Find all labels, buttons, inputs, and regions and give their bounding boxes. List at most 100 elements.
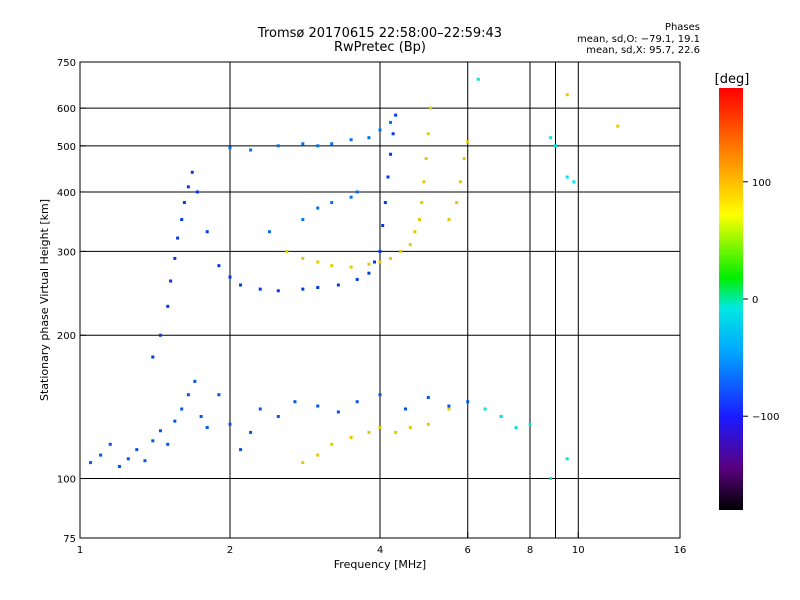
data-point bbox=[176, 236, 180, 240]
y-tick-label: 750 bbox=[57, 58, 76, 69]
y-tick-label: 300 bbox=[57, 247, 76, 258]
data-point bbox=[258, 287, 262, 291]
colorbar bbox=[719, 88, 743, 510]
data-point bbox=[126, 457, 130, 461]
data-point bbox=[391, 132, 395, 136]
data-point bbox=[293, 400, 297, 404]
colorbar-tick-label: −100 bbox=[752, 412, 779, 423]
data-point bbox=[108, 442, 112, 446]
data-point bbox=[316, 453, 320, 457]
data-point bbox=[378, 128, 382, 132]
data-point bbox=[378, 425, 382, 429]
data-point bbox=[166, 442, 170, 446]
y-tick-label: 100 bbox=[57, 475, 76, 486]
data-point bbox=[426, 422, 430, 426]
stats-o-mode: mean, sd,O: −79.1, 19.1 bbox=[577, 34, 700, 45]
data-point bbox=[151, 439, 155, 443]
grid-layer bbox=[80, 62, 680, 538]
data-point bbox=[378, 393, 382, 397]
data-point bbox=[403, 407, 407, 411]
data-point bbox=[413, 230, 417, 234]
data-point bbox=[205, 425, 209, 429]
y-axis-label: Stationary phase Virtual Height [km] bbox=[38, 199, 51, 401]
data-point bbox=[428, 106, 432, 110]
colorbar-tick-label: 100 bbox=[752, 178, 771, 189]
data-point bbox=[173, 256, 177, 260]
data-point bbox=[549, 136, 553, 140]
colorbar-ticks: 100 0 −100 bbox=[743, 178, 779, 423]
data-point bbox=[301, 461, 305, 465]
stats-heading: Phases bbox=[664, 22, 700, 33]
data-point bbox=[349, 435, 353, 439]
colorbar-tick-label: 0 bbox=[752, 295, 758, 306]
y-tick-label: 500 bbox=[57, 142, 76, 153]
data-point bbox=[158, 429, 162, 433]
data-point bbox=[330, 201, 334, 205]
data-point bbox=[553, 144, 557, 148]
data-point bbox=[330, 142, 334, 146]
data-point bbox=[316, 404, 320, 408]
points-layer bbox=[89, 77, 620, 481]
data-point bbox=[349, 138, 353, 142]
data-point bbox=[458, 180, 462, 184]
data-point bbox=[89, 461, 93, 465]
x-tick-label: 2 bbox=[227, 545, 233, 556]
data-point bbox=[316, 144, 320, 148]
data-point bbox=[466, 140, 470, 144]
data-point bbox=[316, 260, 320, 264]
data-point bbox=[217, 393, 221, 397]
data-point bbox=[378, 260, 382, 264]
x-tick-label: 4 bbox=[377, 545, 383, 556]
data-point bbox=[381, 224, 385, 228]
data-point bbox=[301, 142, 305, 146]
data-point bbox=[169, 279, 173, 283]
data-point bbox=[514, 425, 518, 429]
data-point bbox=[217, 264, 221, 268]
data-point bbox=[447, 407, 451, 411]
data-point bbox=[565, 175, 569, 179]
data-point bbox=[565, 457, 569, 461]
data-point bbox=[99, 453, 103, 457]
data-point bbox=[466, 400, 470, 404]
data-point bbox=[383, 201, 387, 205]
data-point bbox=[249, 148, 253, 152]
data-point bbox=[349, 265, 353, 269]
data-point bbox=[199, 414, 203, 418]
data-point bbox=[528, 422, 532, 426]
data-point bbox=[420, 201, 424, 205]
data-point bbox=[186, 185, 190, 189]
data-point bbox=[355, 190, 359, 194]
data-point bbox=[190, 170, 194, 174]
data-point bbox=[330, 442, 334, 446]
data-point bbox=[228, 275, 232, 279]
data-point bbox=[143, 459, 147, 463]
data-point bbox=[316, 206, 320, 210]
stats-x-mode: mean, sd,X: 95.7, 22.6 bbox=[586, 45, 700, 56]
data-point bbox=[355, 400, 359, 404]
data-point bbox=[424, 157, 428, 161]
data-point bbox=[476, 77, 480, 81]
colorbar-label: [deg] bbox=[715, 72, 750, 87]
data-point bbox=[447, 404, 451, 408]
x-axis-label: Frequency [MHz] bbox=[334, 558, 426, 571]
data-point bbox=[616, 124, 620, 128]
data-point bbox=[408, 425, 412, 429]
data-point bbox=[166, 304, 170, 308]
data-point bbox=[349, 195, 353, 199]
data-point bbox=[565, 93, 569, 97]
data-point bbox=[549, 477, 553, 481]
x-tick-label: 6 bbox=[465, 545, 471, 556]
x-tick-label: 10 bbox=[572, 545, 585, 556]
chart-subtitle: RwPretec (Bp) bbox=[333, 40, 427, 55]
y-tick-label: 200 bbox=[57, 331, 76, 342]
data-point bbox=[285, 249, 289, 253]
data-point bbox=[389, 120, 393, 124]
data-point bbox=[408, 243, 412, 247]
data-point bbox=[426, 395, 430, 399]
data-point bbox=[276, 414, 280, 418]
data-point bbox=[276, 144, 280, 148]
data-point bbox=[367, 430, 371, 434]
data-point bbox=[455, 201, 459, 205]
chart-title: Tromsø 20170615 22:58:00–22:59:43 bbox=[257, 26, 503, 41]
